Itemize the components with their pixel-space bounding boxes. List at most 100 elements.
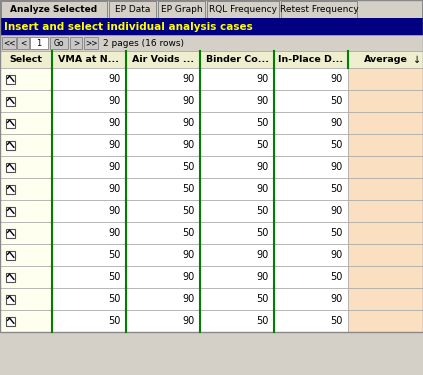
- Text: 90: 90: [109, 74, 121, 84]
- Text: 50: 50: [257, 294, 269, 304]
- Text: 50: 50: [183, 228, 195, 238]
- Bar: [274, 178, 348, 200]
- Bar: [0, 35, 423, 51]
- Text: 2 pages (16 rows): 2 pages (16 rows): [103, 39, 184, 48]
- Text: 90: 90: [183, 74, 195, 84]
- Text: ↓: ↓: [413, 54, 421, 64]
- Bar: [274, 200, 348, 222]
- Bar: [274, 134, 348, 156]
- Text: 90: 90: [109, 206, 121, 216]
- Text: 90: 90: [331, 118, 343, 128]
- Bar: [0, 90, 52, 112]
- Bar: [348, 222, 423, 244]
- Text: <<: <<: [3, 39, 15, 48]
- Text: 90: 90: [183, 140, 195, 150]
- Bar: [126, 68, 200, 90]
- Text: 90: 90: [109, 96, 121, 106]
- Bar: [52, 90, 126, 112]
- Bar: [52, 310, 126, 332]
- Text: >>: >>: [85, 39, 97, 48]
- Bar: [6, 162, 15, 171]
- Bar: [200, 90, 274, 112]
- Bar: [126, 178, 200, 200]
- Bar: [6, 184, 15, 194]
- Bar: [6, 294, 15, 303]
- Bar: [0, 222, 52, 244]
- Bar: [126, 112, 200, 134]
- Bar: [52, 156, 126, 178]
- Text: 90: 90: [109, 118, 121, 128]
- Bar: [0, 18, 423, 35]
- Bar: [274, 68, 348, 90]
- Bar: [200, 112, 274, 134]
- Bar: [0, 288, 52, 310]
- Text: 50: 50: [331, 228, 343, 238]
- Bar: [200, 134, 274, 156]
- Bar: [348, 68, 423, 90]
- Text: 90: 90: [109, 140, 121, 150]
- Bar: [348, 112, 423, 134]
- Bar: [126, 156, 200, 178]
- Bar: [52, 134, 126, 156]
- Text: 50: 50: [109, 294, 121, 304]
- Bar: [274, 266, 348, 288]
- Bar: [126, 222, 200, 244]
- Text: 90: 90: [257, 96, 269, 106]
- Bar: [6, 141, 15, 150]
- Bar: [2, 37, 16, 49]
- Text: 90: 90: [183, 250, 195, 260]
- Text: 50: 50: [257, 316, 269, 326]
- Text: 50: 50: [109, 272, 121, 282]
- Text: Retest Frequency: Retest Frequency: [280, 4, 358, 13]
- Text: 50: 50: [331, 96, 343, 106]
- Bar: [0, 68, 52, 90]
- Text: <: <: [20, 39, 26, 48]
- Bar: [126, 310, 200, 332]
- Text: 90: 90: [331, 74, 343, 84]
- Bar: [0, 310, 52, 332]
- Bar: [52, 266, 126, 288]
- Text: 90: 90: [109, 184, 121, 194]
- Bar: [348, 90, 423, 112]
- Bar: [0, 156, 52, 178]
- Bar: [348, 200, 423, 222]
- Text: 50: 50: [331, 316, 343, 326]
- Bar: [17, 37, 29, 49]
- Text: VMA at N...: VMA at N...: [58, 55, 120, 64]
- Text: 50: 50: [109, 250, 121, 260]
- Bar: [274, 112, 348, 134]
- Bar: [6, 96, 15, 105]
- Text: 90: 90: [183, 118, 195, 128]
- Bar: [200, 244, 274, 266]
- Text: 50: 50: [183, 162, 195, 172]
- Text: 50: 50: [257, 228, 269, 238]
- Bar: [126, 51, 200, 68]
- Bar: [0, 244, 52, 266]
- Bar: [348, 244, 423, 266]
- Text: 90: 90: [183, 294, 195, 304]
- Bar: [52, 200, 126, 222]
- Bar: [6, 75, 15, 84]
- Text: Binder Co...: Binder Co...: [206, 55, 269, 64]
- Bar: [348, 178, 423, 200]
- Text: 50: 50: [257, 118, 269, 128]
- Text: 90: 90: [331, 162, 343, 172]
- Bar: [200, 288, 274, 310]
- Bar: [0, 134, 52, 156]
- Text: 50: 50: [257, 140, 269, 150]
- Bar: [200, 178, 274, 200]
- Bar: [274, 156, 348, 178]
- Bar: [52, 51, 126, 68]
- Bar: [6, 228, 15, 237]
- Bar: [52, 244, 126, 266]
- Bar: [274, 310, 348, 332]
- Text: 90: 90: [257, 184, 269, 194]
- Bar: [126, 134, 200, 156]
- Text: In-Place D...: In-Place D...: [278, 55, 343, 64]
- Text: 50: 50: [331, 184, 343, 194]
- Bar: [52, 68, 126, 90]
- Bar: [70, 37, 82, 49]
- Text: EP Data: EP Data: [115, 4, 150, 13]
- Text: Insert and select individual analysis cases: Insert and select individual analysis ca…: [4, 21, 253, 32]
- Text: 90: 90: [257, 74, 269, 84]
